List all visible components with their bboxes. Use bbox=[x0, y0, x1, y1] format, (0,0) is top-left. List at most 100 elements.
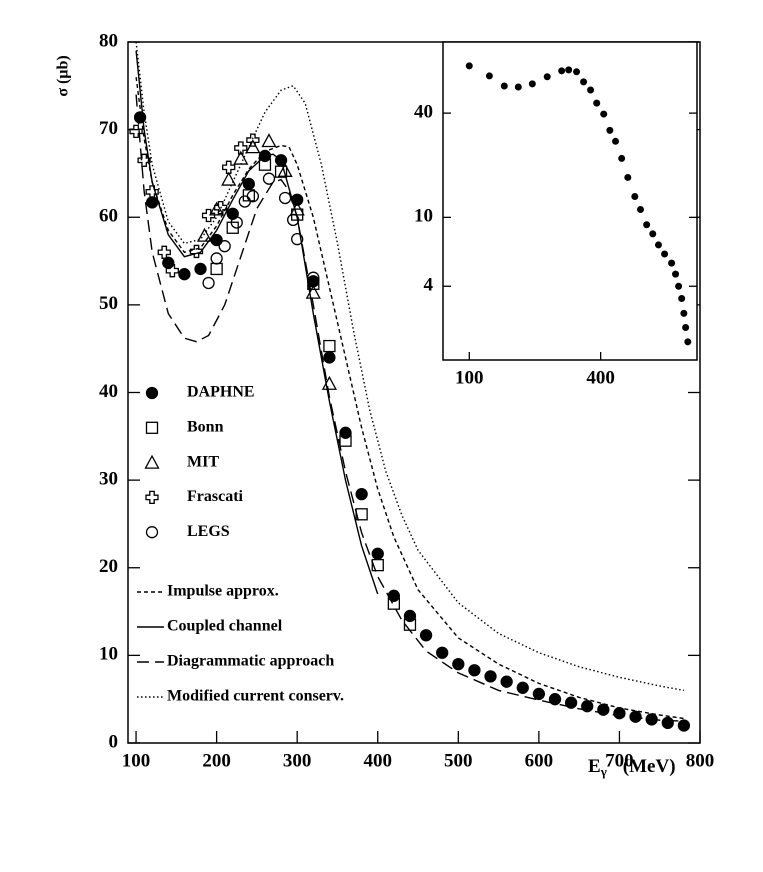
data-point bbox=[668, 259, 676, 267]
marker bbox=[196, 227, 213, 242]
x-tick-label: 600 bbox=[525, 750, 554, 771]
data-point bbox=[558, 67, 566, 75]
data-point bbox=[528, 80, 536, 88]
marker bbox=[307, 271, 320, 284]
marker bbox=[597, 703, 610, 716]
data-point bbox=[543, 73, 551, 81]
data-point bbox=[680, 309, 688, 317]
y-tick-label: 40 bbox=[99, 381, 118, 402]
model-curve bbox=[135, 77, 685, 720]
marker bbox=[677, 719, 691, 732]
x-tick-label: 700 bbox=[605, 750, 634, 771]
data-point bbox=[514, 83, 522, 91]
marker bbox=[230, 216, 243, 229]
data-point bbox=[682, 324, 690, 332]
marker bbox=[436, 646, 449, 659]
marker bbox=[145, 386, 159, 400]
marker bbox=[210, 252, 223, 265]
legend-label: DAPHNE bbox=[187, 384, 255, 401]
marker bbox=[144, 454, 160, 469]
marker bbox=[213, 200, 228, 215]
marker bbox=[222, 160, 236, 174]
legend-label: Impulse approx. bbox=[167, 583, 279, 600]
data-point bbox=[580, 78, 588, 86]
marker bbox=[202, 276, 215, 290]
marker bbox=[246, 190, 260, 203]
x-tick-label: 300 bbox=[283, 750, 312, 771]
marker bbox=[613, 707, 626, 720]
x-tick-label: 500 bbox=[444, 750, 473, 771]
marker bbox=[246, 133, 260, 147]
marker bbox=[355, 508, 368, 521]
marker bbox=[355, 487, 368, 501]
legend-label: Coupled channel bbox=[167, 618, 283, 635]
marker bbox=[137, 153, 151, 167]
marker bbox=[145, 490, 159, 505]
marker bbox=[129, 124, 143, 139]
marker bbox=[178, 268, 191, 281]
marker bbox=[291, 193, 304, 206]
marker bbox=[261, 133, 277, 148]
marker bbox=[452, 657, 465, 671]
y-tick-label: 40 bbox=[414, 101, 433, 122]
marker bbox=[500, 675, 513, 688]
y-tick-label: 70 bbox=[99, 118, 118, 139]
marker bbox=[321, 375, 337, 390]
marker bbox=[564, 696, 578, 709]
marker bbox=[245, 139, 261, 154]
y-tick-label: 20 bbox=[99, 556, 118, 577]
marker bbox=[157, 245, 171, 259]
marker bbox=[403, 618, 417, 631]
marker bbox=[262, 172, 276, 185]
marker bbox=[234, 141, 248, 155]
x-title-subscript: γ bbox=[600, 764, 607, 779]
marker bbox=[145, 185, 159, 199]
data-point bbox=[587, 86, 595, 94]
marker bbox=[323, 339, 336, 353]
marker bbox=[278, 191, 292, 205]
x-tick-label: 200 bbox=[202, 750, 231, 771]
data-point bbox=[684, 338, 692, 346]
data-point bbox=[649, 230, 657, 238]
marker bbox=[645, 713, 658, 726]
marker bbox=[548, 693, 562, 706]
marker bbox=[532, 687, 546, 701]
data-point bbox=[654, 241, 662, 249]
legend-label: Bonn bbox=[187, 418, 224, 435]
marker bbox=[133, 111, 147, 124]
data-point bbox=[593, 99, 601, 107]
x-axis-title: Eγ (MeV) bbox=[588, 756, 676, 779]
marker bbox=[484, 670, 497, 683]
marker bbox=[371, 558, 384, 572]
marker bbox=[189, 244, 204, 259]
marker bbox=[218, 240, 231, 253]
marker bbox=[387, 597, 401, 610]
y-tick-label: 30 bbox=[99, 468, 118, 489]
marker bbox=[145, 421, 159, 434]
legend-label: Modified current conserv. bbox=[167, 688, 344, 705]
data-point bbox=[661, 250, 669, 258]
marker bbox=[233, 150, 249, 165]
legend-label: Frascati bbox=[187, 488, 244, 505]
marker bbox=[371, 547, 384, 560]
marker bbox=[387, 589, 401, 602]
x-tick-label: 400 bbox=[586, 367, 615, 388]
y-tick-label: 60 bbox=[99, 206, 118, 227]
model-curve bbox=[135, 50, 379, 595]
data-point bbox=[612, 137, 620, 145]
marker bbox=[516, 681, 529, 694]
marker bbox=[162, 256, 175, 269]
y-tick-label: 10 bbox=[99, 644, 118, 665]
marker bbox=[305, 284, 321, 299]
x-tick-label: 400 bbox=[363, 750, 392, 771]
data-point bbox=[500, 82, 508, 90]
data-point bbox=[672, 270, 680, 278]
marker bbox=[468, 664, 481, 677]
marker bbox=[277, 162, 293, 177]
marker bbox=[242, 177, 255, 191]
x-title-unit: (MeV) bbox=[623, 756, 676, 777]
plot-frame bbox=[442, 41, 698, 361]
marker bbox=[258, 158, 272, 171]
marker bbox=[210, 233, 223, 247]
